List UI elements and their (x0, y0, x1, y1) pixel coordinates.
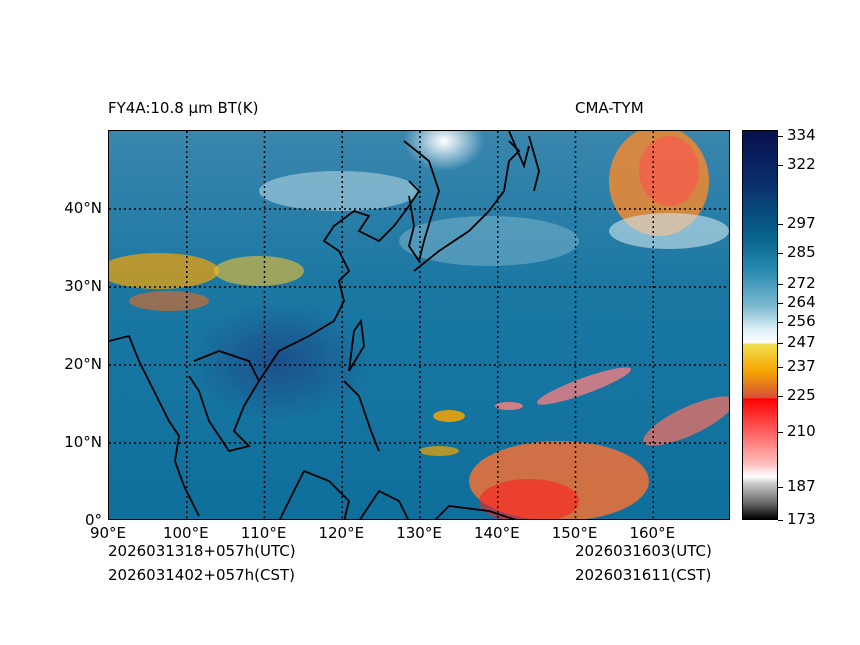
valid-time-cst: 2026031611(CST) (575, 566, 712, 584)
colorbar-tick-label: 237 (787, 357, 816, 376)
colorbar-tick-mark (778, 224, 783, 226)
lon-tick-label: 120°E (318, 524, 365, 542)
colorbar (742, 130, 778, 520)
map-overlay (109, 131, 729, 519)
colorbar-tick-label: 256 (787, 312, 816, 331)
colorbar-tick-label: 334 (787, 125, 816, 144)
lat-tick-label: 20°N (64, 355, 102, 373)
lon-tick-label: 150°E (551, 524, 598, 542)
lon-tick-label: 130°E (396, 524, 442, 542)
lat-tick-label: 10°N (64, 433, 102, 451)
lon-tick-label: 140°E (473, 524, 520, 542)
colorbar-tick-mark (778, 343, 783, 345)
colorbar-tick-label: 297 (787, 214, 816, 233)
colorbar-tick-mark (778, 252, 783, 254)
valid-time-utc: 2026031603(UTC) (575, 542, 712, 560)
colorbar-tick-label: 264 (787, 292, 816, 311)
colorbar-tick-mark (778, 367, 783, 369)
colorbar-tick-label: 272 (787, 273, 816, 292)
colorbar-tick-label: 322 (787, 154, 816, 173)
model-name: CMA-TYM (575, 99, 644, 117)
colorbar-tick-label: 225 (787, 385, 816, 404)
lat-tick-label: 30°N (64, 277, 102, 295)
gridlines (109, 131, 729, 519)
lon-tick-label: 100°E (162, 524, 209, 542)
colorbar-tick-mark (778, 322, 783, 324)
colorbar-tick-label: 187 (787, 476, 816, 495)
colorbar-tick-label: 285 (787, 242, 816, 261)
lat-tick-label: 0° (84, 511, 102, 529)
cloud-fields (109, 131, 729, 519)
colorbar-tick-label: 247 (787, 333, 816, 352)
lat-tick-label: 40°N (64, 199, 102, 217)
lon-tick-label: 90°E (89, 524, 127, 542)
init-time-cst: 2026031402+057h(CST) (108, 566, 296, 584)
colorbar-tick-mark (778, 283, 783, 285)
brightness-temperature-map (108, 130, 730, 520)
colorbar-tick-mark (778, 395, 783, 397)
coastlines (109, 131, 540, 519)
colorbar-tick-mark (778, 431, 783, 433)
colorbar-tick-mark (778, 164, 783, 166)
colorbar-tick-label: 210 (787, 421, 816, 440)
figure-title: FY4A:10.8 µm BT(K) (108, 99, 259, 117)
colorbar-tick-mark (778, 520, 783, 521)
lon-tick-label: 160°E (629, 524, 676, 542)
colorbar-tick-mark (778, 302, 783, 304)
colorbar-tick-mark (778, 135, 783, 137)
init-time-utc: 2026031318+057h(UTC) (108, 542, 296, 560)
colorbar-tick-mark (778, 486, 783, 488)
colorbar-tick-label: 173 (787, 510, 816, 528)
lon-tick-label: 110°E (240, 524, 287, 542)
